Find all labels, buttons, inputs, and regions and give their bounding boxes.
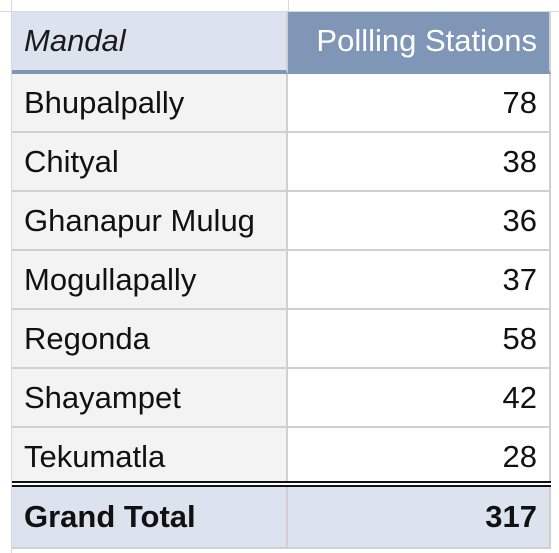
table-row: Mogullapally 37 [12,251,551,310]
table-row: Tekumatla 28 [12,428,551,487]
mandal-cell[interactable]: Tekumatla [12,428,288,487]
polling-stations-cell[interactable]: 42 [288,369,551,428]
table-row: Shayampet 42 [12,369,551,428]
gridline [288,0,289,12]
table-row: Bhupalpally 78 [12,74,551,133]
polling-stations-cell[interactable]: 28 [288,428,551,487]
mandal-cell[interactable]: Mogullapally [12,251,288,310]
mandal-cell[interactable]: Regonda [12,310,288,369]
polling-stations-cell[interactable]: 38 [288,133,551,192]
mandal-cell[interactable]: Bhupalpally [12,74,288,133]
table-row: Regonda 58 [12,310,551,369]
grand-total-label[interactable]: Grand Total [12,487,288,549]
polling-stations-cell[interactable]: 36 [288,192,551,251]
mandal-cell[interactable]: Shayampet [12,369,288,428]
polling-stations-cell[interactable]: 37 [288,251,551,310]
table-row: Chityal 38 [12,133,551,192]
mandal-cell[interactable]: Chityal [12,133,288,192]
polling-stations-cell[interactable]: 58 [288,310,551,369]
polling-stations-cell[interactable]: 78 [288,74,551,133]
table-row: Ghanapur Mulug 36 [12,192,551,251]
grand-total-row: Grand Total 317 [12,487,551,549]
pivot-header-row: Mandal Pollling Stations [12,12,551,74]
mandal-cell[interactable]: Ghanapur Mulug [12,192,288,251]
column-header-polling-stations[interactable]: Pollling Stations [288,12,551,74]
column-header-mandal[interactable]: Mandal [12,12,288,74]
grand-total-value[interactable]: 317 [288,487,551,549]
